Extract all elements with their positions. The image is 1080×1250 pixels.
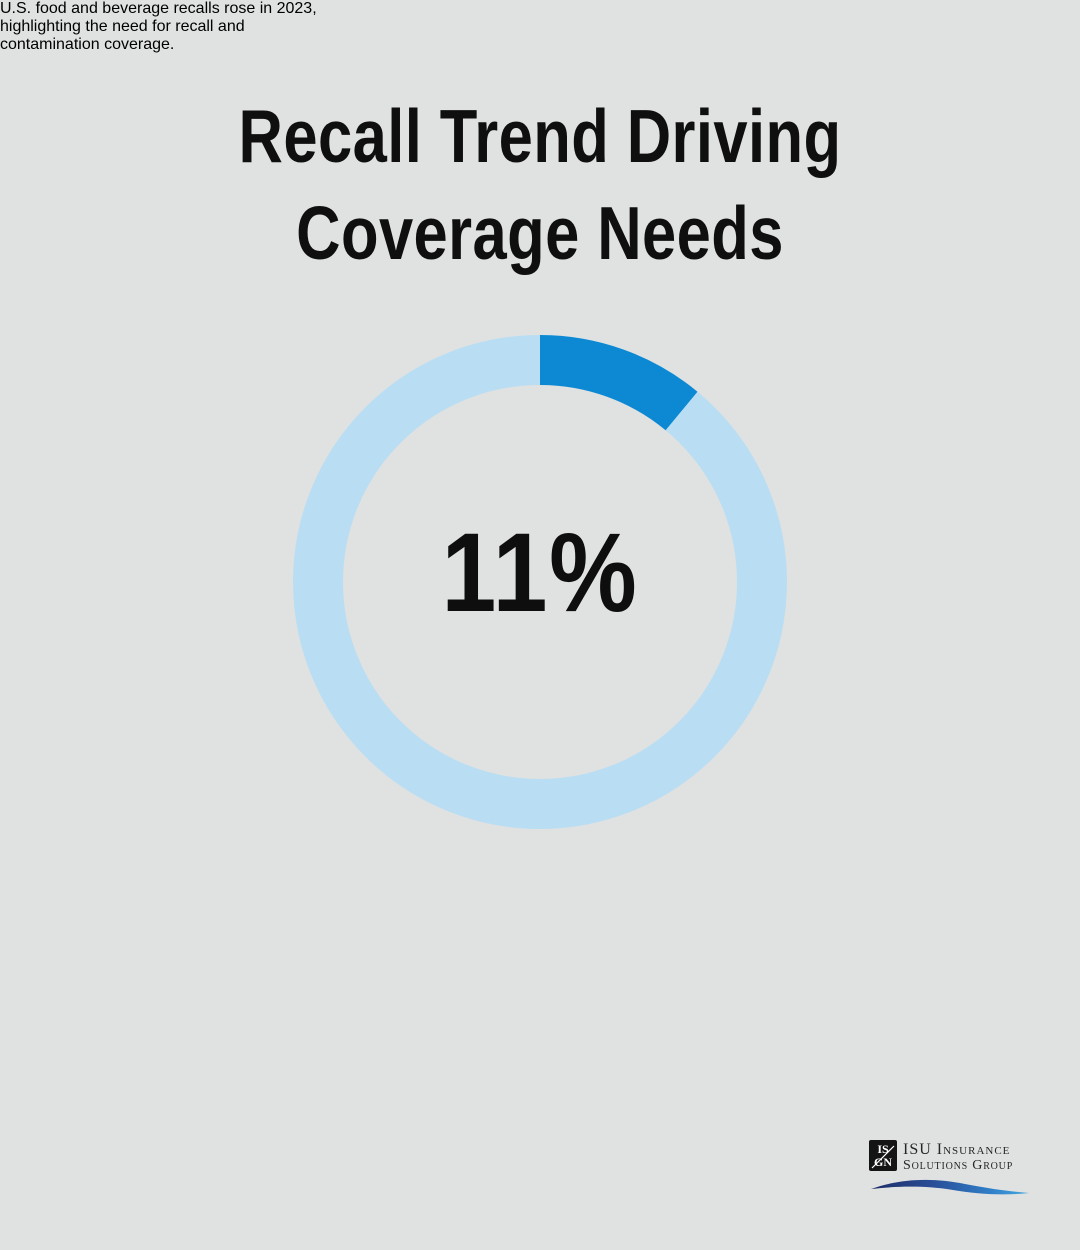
donut-center-label: 11% [441,509,639,635]
donut-chart-svg [293,335,787,829]
donut-value-segment [293,335,787,829]
company-logo: IS GN ISU Insurance Solutions Group [869,1140,1041,1198]
logo-swoosh-icon [871,1179,1029,1195]
isu-monogram-icon: IS GN [869,1140,897,1171]
logo-name-line-1: ISU Insurance [903,1141,1011,1158]
donut-chart: 11% [293,335,787,829]
caption-line-2: highlighting the need for recall and [0,18,245,35]
logo-wordmark: ISU Insurance Solutions Group [903,1140,1014,1174]
caption-line-3: contamination coverage. [0,36,175,53]
page-title-line-1: Recall Trend Driving [238,94,842,178]
caption-line-1: U.S. food and beverage recalls rose in 2… [0,0,317,17]
logo-name-line-2: Solutions Group [903,1158,1014,1173]
svg-text:IS: IS [877,1142,889,1156]
page-title-line-2: Coverage Needs [296,191,784,275]
svg-text:GN: GN [874,1155,892,1169]
page-title: Recall Trend Driving Coverage Needs [97,88,983,282]
